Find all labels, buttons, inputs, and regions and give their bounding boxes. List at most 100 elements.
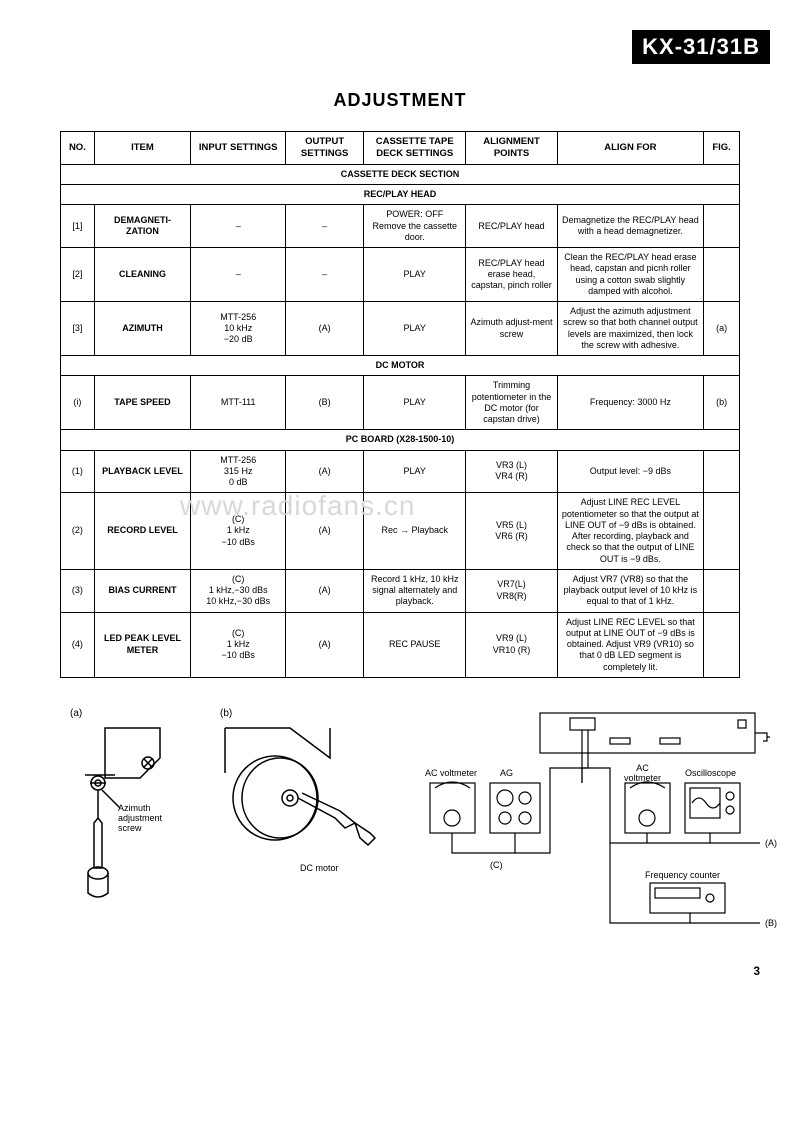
cell-align-for: Adjust the azimuth adjustment screw so t…: [557, 302, 704, 356]
header-cassette: CASSETTE TAPE DECK SETTINGS: [364, 132, 466, 165]
cell-align-for: Frequency: 3000 Hz: [557, 376, 704, 430]
cell-align-pts: VR3 (L)VR4 (R): [466, 450, 557, 493]
header-align-pts: ALIGNMENT POINTS: [466, 132, 557, 165]
cell-align-for: Demagnetize the REC/PLAY head with a hea…: [557, 205, 704, 248]
cell-align-pts: VR5 (L)VR6 (R): [466, 493, 557, 570]
equipment-diagram-icon: [410, 708, 770, 938]
cell-output: (A): [286, 612, 364, 677]
cell-input: (C)1 kHz−10 dBs: [191, 493, 286, 570]
cell-fig: [704, 450, 740, 493]
cell-align-for: Adjust LINE REC LEVEL so that output at …: [557, 612, 704, 677]
oscilloscope-label: Oscilloscope: [685, 768, 736, 778]
cell-fig: [704, 612, 740, 677]
cell-input: MTT-111: [191, 376, 286, 430]
header-input: INPUT SETTINGS: [191, 132, 286, 165]
cell-item: BIAS CURRENT: [94, 569, 190, 612]
cell-no: (3): [61, 569, 95, 612]
header-fig: FIG.: [704, 132, 740, 165]
cell-align-for: Output level: −9 dBs: [557, 450, 704, 493]
header-align-for: ALIGN FOR: [557, 132, 704, 165]
cell-input: (C)1 kHz−10 dBs: [191, 612, 286, 677]
table-row: [1] DEMAGNETI-ZATION – – POWER: OFFRemov…: [61, 205, 740, 248]
table-row: (2) RECORD LEVEL (C)1 kHz−10 dBs (A) Rec…: [61, 493, 740, 570]
cell-item: LED PEAK LEVEL METER: [94, 612, 190, 677]
cell-align-for: Adjust LINE REC LEVEL potentiometer so t…: [557, 493, 704, 570]
freq-counter-label: Frequency counter: [645, 870, 720, 880]
cell-align-pts: Azimuth adjust-ment screw: [466, 302, 557, 356]
cell-item: TAPE SPEED: [94, 376, 190, 430]
page-number: 3: [753, 964, 760, 978]
table-row: [2] CLEANING – – PLAY REC/PLAY head eras…: [61, 248, 740, 302]
cell-no: (2): [61, 493, 95, 570]
cell-align-for: Adjust VR7 (VR8) so that the playback ou…: [557, 569, 704, 612]
cell-output: –: [286, 205, 364, 248]
subsection-rec-play-head: REC/PLAY HEAD: [61, 185, 740, 205]
cell-no: (1): [61, 450, 95, 493]
model-badge: KX-31/31B: [632, 30, 770, 64]
cell-item: DEMAGNETI-ZATION: [94, 205, 190, 248]
figure-b-icon: [220, 723, 400, 883]
tag-b: (B): [765, 918, 777, 928]
table-row: (i) TAPE SPEED MTT-111 (B) PLAY Trimming…: [61, 376, 740, 430]
cell-output: (A): [286, 302, 364, 356]
cell-align-pts: REC/PLAY head erase head, capstan, pinch…: [466, 248, 557, 302]
cell-item: CLEANING: [94, 248, 190, 302]
table-row: (4) LED PEAK LEVEL METER (C)1 kHz−10 dBs…: [61, 612, 740, 677]
cell-output: (A): [286, 450, 364, 493]
cell-output: (A): [286, 493, 364, 570]
cell-align-pts: VR9 (L)VR10 (R): [466, 612, 557, 677]
cell-cassette: Rec → Playback: [364, 493, 466, 570]
cell-output: –: [286, 248, 364, 302]
cell-fig: [704, 493, 740, 570]
diagram-label-b: (b): [220, 708, 232, 719]
cell-fig: [704, 248, 740, 302]
header-item: ITEM: [94, 132, 190, 165]
cell-item: PLAYBACK LEVEL: [94, 450, 190, 493]
tag-a: (A): [765, 838, 777, 848]
table-row: (1) PLAYBACK LEVEL MTT-256315 Hz0 dB (A)…: [61, 450, 740, 493]
cell-fig: (b): [704, 376, 740, 430]
cell-cassette: PLAY: [364, 376, 466, 430]
ag-label: AG: [500, 768, 513, 778]
cell-cassette: PLAY: [364, 450, 466, 493]
section-cassette-deck: CASSETTE DECK SECTION: [61, 164, 740, 184]
cell-fig: [704, 569, 740, 612]
cell-item: AZIMUTH: [94, 302, 190, 356]
subsection-pc-board: PC BOARD (X28-1500-10): [61, 430, 740, 450]
cell-no: [3]: [61, 302, 95, 356]
cell-fig: (a): [704, 302, 740, 356]
cell-input: –: [191, 248, 286, 302]
cell-cassette: PLAY: [364, 302, 466, 356]
cell-align-pts: VR7(L)VR8(R): [466, 569, 557, 612]
header-output: OUTPUT SETTINGS: [286, 132, 364, 165]
cell-input: –: [191, 205, 286, 248]
cell-no: [1]: [61, 205, 95, 248]
header-row: NO. ITEM INPUT SETTINGS OUTPUT SETTINGS …: [61, 132, 740, 165]
cell-cassette: PLAY: [364, 248, 466, 302]
azimuth-screw-label: Azimuth adjustment screw: [118, 803, 178, 833]
cell-align-pts: REC/PLAY head: [466, 205, 557, 248]
cell-input: MTT-256315 Hz0 dB: [191, 450, 286, 493]
cell-input: (C)1 kHz,−30 dBs10 kHz,−30 dBs: [191, 569, 286, 612]
diagram-label-a: (a): [70, 708, 82, 719]
cell-align-pts: Trimming potentiometer in the DC motor (…: [466, 376, 557, 430]
cell-no: [2]: [61, 248, 95, 302]
header-no: NO.: [61, 132, 95, 165]
cell-cassette: REC PAUSE: [364, 612, 466, 677]
cell-cassette: Record 1 kHz, 10 kHz signal alternately …: [364, 569, 466, 612]
diagrams-area: (a) (b) Azimuth adjustment screw: [70, 708, 770, 968]
table-row: [3] AZIMUTH MTT-25610 kHz−20 dB (A) PLAY…: [61, 302, 740, 356]
table-row: (3) BIAS CURRENT (C)1 kHz,−30 dBs10 kHz,…: [61, 569, 740, 612]
cell-fig: [704, 205, 740, 248]
ac-voltmeter2-label: AC voltmeter: [620, 763, 665, 783]
subsection-dc-motor: DC MOTOR: [61, 356, 740, 376]
dc-motor-label: DC motor: [300, 863, 339, 873]
adjustment-table: NO. ITEM INPUT SETTINGS OUTPUT SETTINGS …: [60, 131, 740, 678]
cell-no: (4): [61, 612, 95, 677]
cell-cassette: POWER: OFFRemove the cassette door.: [364, 205, 466, 248]
cell-no: (i): [61, 376, 95, 430]
cell-align-for: Clean the REC/PLAY head erase head, caps…: [557, 248, 704, 302]
cell-input: MTT-25610 kHz−20 dB: [191, 302, 286, 356]
ac-voltmeter-label: AC voltmeter: [425, 768, 477, 778]
cell-output: (A): [286, 569, 364, 612]
